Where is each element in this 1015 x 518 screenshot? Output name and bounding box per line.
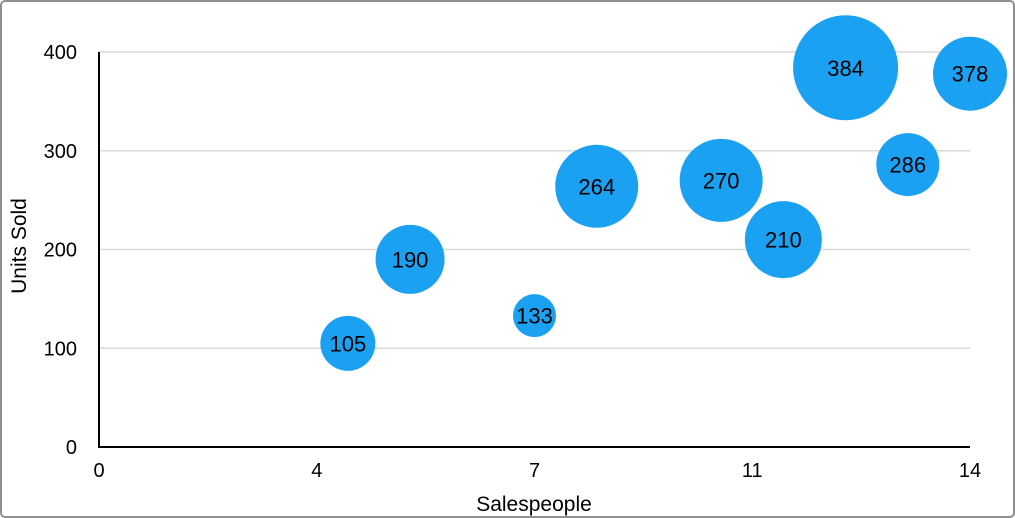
bubble-circle[interactable]	[555, 144, 639, 228]
y-axis-tick-labels: 0 100 200 300 400	[44, 42, 77, 459]
bubble[interactable]: 286	[876, 133, 940, 197]
y-tick-label: 100	[44, 338, 77, 360]
bubble-label: 384	[827, 56, 864, 81]
bubble-circle[interactable]	[744, 201, 822, 279]
bubble-circle[interactable]	[793, 15, 899, 121]
axes	[98, 52, 970, 448]
y-tick-label: 400	[44, 42, 77, 64]
bubble[interactable]: 378	[933, 36, 1007, 111]
bubble-label: 378	[952, 62, 989, 87]
bubble[interactable]: 105	[320, 315, 376, 371]
bubble-label: 264	[578, 174, 615, 199]
bubble-circle[interactable]	[933, 36, 1007, 111]
bubble[interactable]: 270	[679, 138, 763, 222]
y-tick-label: 0	[66, 437, 77, 459]
bubble-label: 133	[516, 304, 553, 329]
bubble-label: 105	[329, 331, 366, 356]
y-axis-title: Units Sold	[8, 198, 31, 294]
bubble-circle[interactable]	[513, 294, 556, 338]
bubble-label: 270	[703, 168, 740, 193]
x-axis-tick-labels: 0 4 7 11 14	[93, 460, 981, 482]
bubble-circle[interactable]	[320, 315, 376, 371]
bubble[interactable]: 133	[513, 294, 556, 338]
x-axis-title: Salespeople	[476, 493, 592, 516]
bubble[interactable]: 384	[793, 15, 899, 121]
x-tick-label: 0	[93, 460, 104, 482]
x-tick-label: 14	[959, 460, 981, 482]
y-tick-label: 300	[44, 141, 77, 163]
x-tick-label: 7	[529, 460, 540, 482]
x-tick-label: 11	[742, 460, 763, 482]
bubble-circle[interactable]	[375, 224, 445, 294]
bubble-label: 190	[392, 247, 429, 272]
bubble-circle[interactable]	[876, 133, 940, 197]
bubble-series: 105 190 133 264 270 210 384 286 378	[320, 15, 1007, 371]
x-tick-label: 4	[311, 460, 322, 482]
bubble[interactable]: 210	[744, 201, 822, 279]
bubble-circle[interactable]	[679, 138, 763, 222]
bubble-label: 210	[765, 228, 802, 253]
bubble-label: 286	[889, 153, 926, 178]
bubble[interactable]: 264	[555, 144, 639, 228]
y-tick-label: 200	[44, 240, 77, 262]
bubble[interactable]: 190	[375, 224, 445, 294]
